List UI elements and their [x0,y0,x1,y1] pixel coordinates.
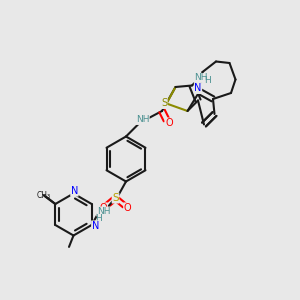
Text: O: O [165,118,173,128]
Text: CH₃: CH₃ [36,190,50,200]
Text: H: H [96,214,102,223]
Text: S: S [161,98,167,109]
Text: S: S [112,193,119,203]
Text: H: H [204,76,210,85]
Text: N: N [92,221,99,231]
Text: O: O [100,203,107,213]
Text: NH: NH [97,207,110,216]
Text: NH: NH [136,116,149,124]
Text: N: N [194,83,202,94]
Text: O: O [124,203,131,213]
Text: N: N [71,186,78,196]
Text: NH: NH [194,74,208,82]
